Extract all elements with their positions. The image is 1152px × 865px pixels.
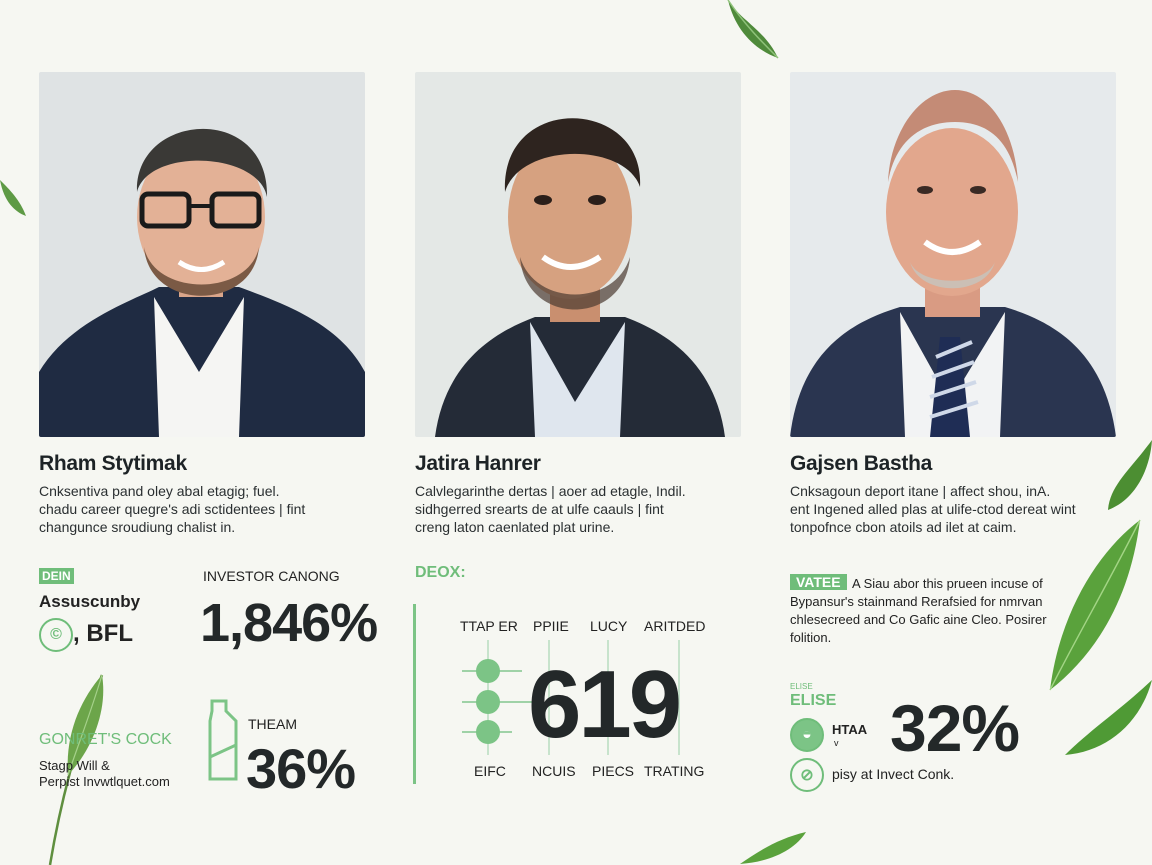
gauge-icon: ◒ — [790, 718, 824, 752]
bio-line: Cnksentiva pand oley abal etagig; fuel. — [39, 483, 280, 499]
divider-line — [413, 604, 416, 784]
leaf-decoration-icon — [48, 674, 104, 865]
leaf-decoration-icon — [740, 832, 806, 864]
profile-photo-1 — [39, 72, 365, 437]
bottle-icon — [208, 699, 238, 781]
indicator-dot — [476, 690, 500, 714]
middle-big-value: 619 — [528, 651, 682, 758]
icon-sublabel: v — [834, 738, 839, 748]
panel-right-line2: Bypansur's stainmand Rerafsied for nmrva… — [790, 594, 1043, 609]
panel-left-sublabel: , BFL — [73, 620, 133, 647]
bio-line: ent Ingened alled plas at ulife-ctod der… — [790, 501, 1076, 517]
panel-right-tag: VATEE — [790, 574, 847, 590]
panel-left-label: Assuscunby — [39, 592, 141, 611]
panel-right-small-heading: ELISE — [790, 692, 837, 709]
no-entry-icon: ⊘ — [790, 758, 824, 792]
bottom-label-3: PIECS — [592, 763, 635, 779]
indicator-dot — [476, 720, 500, 744]
bottom-label-4: TRATING — [644, 763, 705, 779]
bio-line: changunce sroudiung chalist in. — [39, 519, 236, 535]
indicator-dot — [476, 659, 500, 683]
copyright-icon: © — [39, 618, 73, 652]
bio-line: chadu career quegre's adi sctidentees | … — [39, 501, 306, 517]
profile-bio-3: Cnksagoun deport itane | affect shou, in… — [790, 482, 1120, 536]
panel-left-tag: DEIN — [39, 568, 74, 584]
profile-bio-1: Cnksentiva pand oley abal etagig; fuel. … — [39, 482, 369, 536]
profile-name-3: Gajsen Bastha — [790, 452, 932, 475]
bio-line: tonpofnce cbon atoils ad ilet at caim. — [790, 519, 1017, 535]
profile-name-1: Rham Stytimak — [39, 452, 187, 475]
panel-right-line3: chlesecreed and Co Gafic aine Cleo. Posi… — [790, 612, 1047, 627]
top-label-2: PPIIE — [533, 618, 569, 634]
bio-line: Calvlegarinthe dertas | aoer ad etagle, … — [415, 483, 686, 499]
grid-line — [678, 640, 680, 755]
investor-value: 1,846% — [200, 593, 378, 653]
icon-label: HTAA — [832, 722, 868, 737]
team-label: THEAM — [248, 716, 297, 732]
panel-left-sub2: Perpist Invwtlquet.com — [39, 774, 170, 789]
profile-name-2: Jatira Hanrer — [415, 452, 541, 475]
grid-line — [607, 640, 609, 755]
top-label-1: TTAP ER — [460, 618, 518, 634]
bio-line: Cnksagoun deport itane | affect shou, in… — [790, 483, 1051, 499]
panel-right-footer: pisy at Invect Conk. — [832, 766, 955, 782]
panel-right-line4: folition. — [790, 630, 832, 645]
right-big-value: 32% — [890, 691, 1020, 765]
profile-photo-3 — [790, 72, 1116, 437]
leaf-decoration-icon — [0, 180, 26, 216]
panel-right-small-heading-top: ELISE — [790, 682, 813, 691]
top-label-3: LUCY — [590, 618, 628, 634]
grid-line — [548, 640, 550, 755]
investor-label: INVESTOR CANONG — [203, 568, 340, 584]
profile-bio-2: Calvlegarinthe dertas | aoer ad etagle, … — [415, 482, 745, 536]
profile-photo-2 — [415, 72, 741, 437]
team-value: 36% — [246, 737, 356, 800]
bio-line: sidhgerred srearts de at ulfe caauls | f… — [415, 501, 664, 517]
top-label-4: ARITDED — [644, 618, 706, 634]
panel-middle-heading: DEOX: — [415, 564, 466, 581]
panel-left-sub1: Stagp Will & — [39, 758, 110, 773]
bio-line: creng laton caenlated plat urine. — [415, 519, 615, 535]
bottom-label-1: EIFC — [474, 763, 506, 779]
leaf-decoration-icon — [1049, 440, 1152, 755]
panel-left-green-heading: GONRET'S COCK — [39, 731, 172, 748]
leaf-decoration-icon — [727, 0, 779, 59]
panel-right-line1: A Siau abor this prueen incuse of — [852, 576, 1043, 591]
bottom-label-2: NCUIS — [532, 763, 576, 779]
